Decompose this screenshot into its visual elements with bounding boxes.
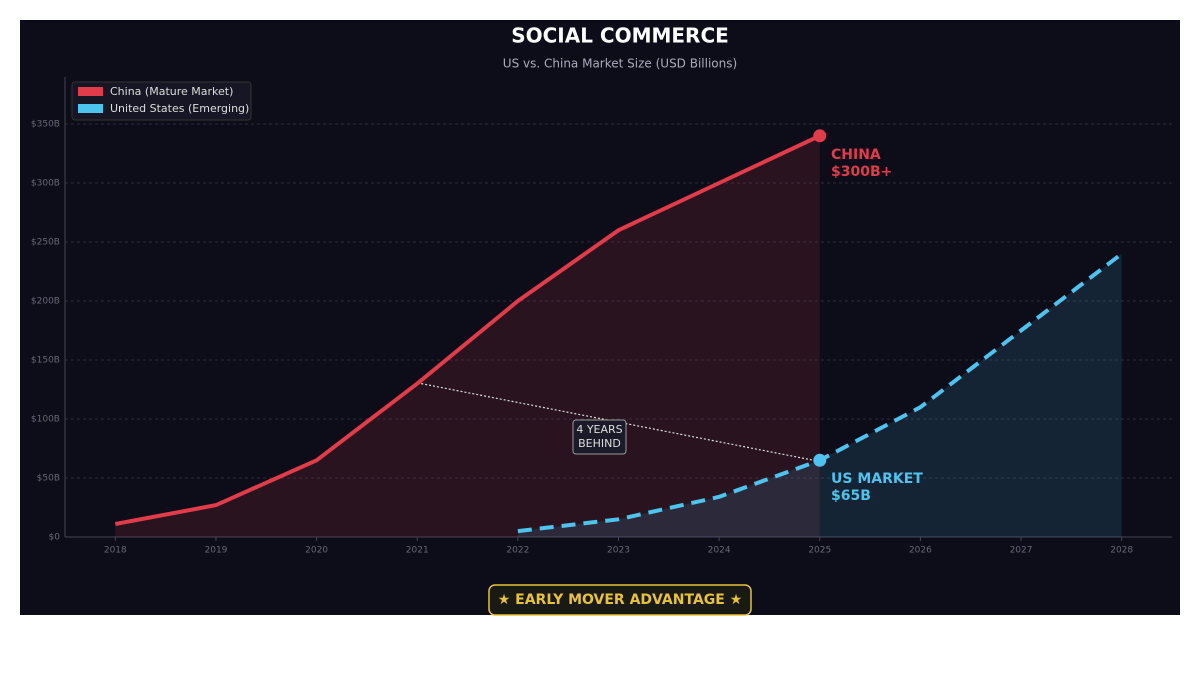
legend-label: United States (Emerging) [110,102,249,115]
legend: China (Mature Market) United States (Emer… [71,81,252,121]
x-tick-label: 2022 [506,546,529,556]
annotation: $300B+ [831,164,892,180]
annotation: BEHIND [578,437,621,450]
x-tick-label: 2023 [607,546,630,556]
x-tick-label: 2025 [808,546,831,556]
x-tick-label: 2021 [406,546,429,556]
x-tick-label: 2026 [909,546,932,556]
y-tick-label: $150B [31,356,60,366]
plot: $0 $50B $100B $150B $200B $250B $300B $350B 2018… [31,77,1172,556]
x-tick-label: 2020 [305,546,328,556]
legend-box [71,81,252,121]
legend-swatch [78,87,103,96]
x-tick-label: 2024 [708,546,731,556]
y-tick-label: $200B [31,297,60,307]
x-tick-label: 2018 [104,546,127,556]
chart-title: SOCIAL COMMERCE [511,24,729,48]
y-tick-label: $0 [49,533,61,543]
annotation: 4 YEARS [576,423,622,436]
line [114,133,821,526]
x-tick-label: 2019 [205,546,228,556]
annotation: CHINA [831,147,881,163]
x-tick-label: 2027 [1010,546,1033,556]
callout-box [488,584,752,616]
chart-subtitle: US vs. China Market Size (USD Billions) [503,57,737,71]
legend-label: China (Mature Market) [110,85,233,98]
legend-swatch [78,104,103,113]
annotation-box [572,419,627,455]
y-tick-label: $50B [37,474,60,484]
y-tick-label: $250B [31,238,60,248]
y-tick-label: $300B [31,179,60,189]
end-point [813,453,827,467]
y-tick-label: $100B [31,415,60,425]
area [517,253,1122,538]
area [115,135,820,538]
x-tick-label: 2028 [1110,546,1133,556]
annotation: $65B [831,488,871,504]
callout: ★ EARLY MOVER ADVANTAGE ★ [498,592,743,608]
end-point [813,129,827,143]
y-tick-label: $350B [31,120,60,130]
gap-arrow [421,383,814,461]
annotation: US MARKET [831,471,923,487]
